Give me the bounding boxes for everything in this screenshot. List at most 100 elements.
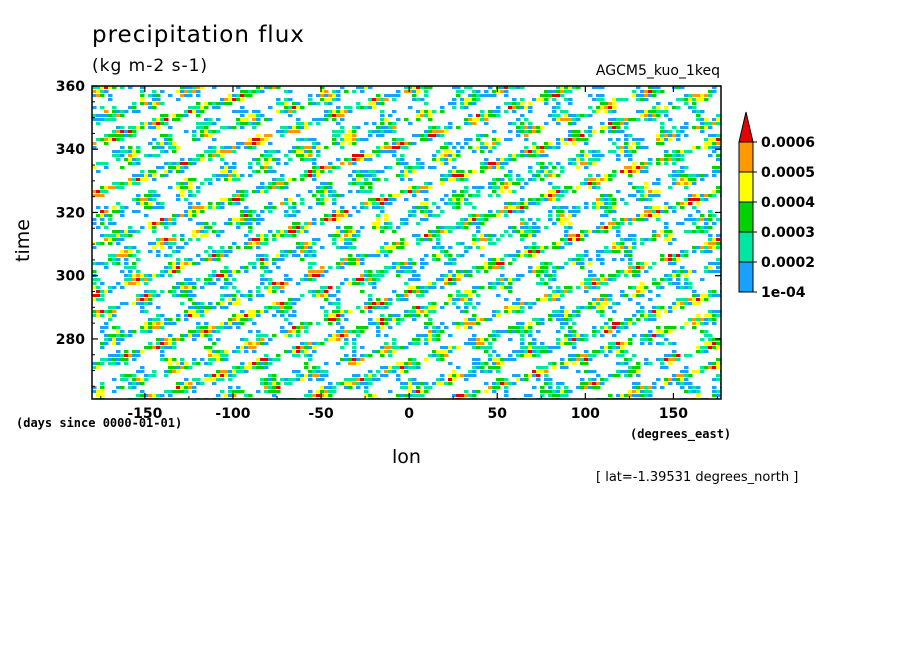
heat-cell [156,118,161,121]
heat-cell [544,370,549,373]
heat-cell [588,270,593,273]
heat-cell [560,246,565,249]
heat-cell [176,246,181,249]
heat-cell [568,258,573,261]
heat-cell [348,330,353,333]
heat-cell [356,234,361,237]
heat-cell [200,110,205,113]
heat-cell [468,146,473,149]
heat-cell [432,134,437,137]
heat-cell [624,146,629,149]
heat-cell [472,206,477,209]
heat-cell [104,114,109,117]
heat-cell [548,174,553,177]
heat-cell [496,310,501,313]
heat-cell [716,358,721,361]
heat-cell [700,110,705,113]
heat-cell [516,206,521,209]
heat-cell [168,246,173,249]
heat-cell [184,198,189,201]
heat-cell [636,286,641,289]
heat-cell [512,350,517,353]
heat-cell [392,266,397,269]
heat-cell [552,362,557,365]
heat-cell [600,378,605,381]
heat-cell [128,354,133,357]
heat-cell [624,246,629,249]
heat-cell [292,330,297,333]
heat-cell [204,278,209,281]
heat-cell [268,142,273,145]
heat-cell [628,154,633,157]
heat-cell [520,114,525,117]
heat-cell [172,266,177,269]
heat-cell [328,286,333,289]
heat-cell [188,366,193,369]
heat-cell [132,378,137,381]
heat-cell [656,330,661,333]
heat-cell [188,182,193,185]
heat-cell [336,142,341,145]
heat-cell [100,210,105,213]
heat-cell [544,282,549,285]
y-tick-label: 280 [56,332,85,348]
heat-cell [532,130,537,133]
colorbar-swatch [738,231,754,263]
heat-cell [376,214,381,217]
heat-cell [316,142,321,145]
heat-cell [384,166,389,169]
heat-cell [448,158,453,161]
heat-cell [388,94,393,97]
heat-cell [408,186,413,189]
heat-cell [656,142,661,145]
heat-cell [652,386,657,389]
heat-cell [180,166,185,169]
heat-cell [496,142,501,145]
heat-cell [184,334,189,337]
heat-cell [96,262,101,265]
heat-cell [596,350,601,353]
heat-cell [632,354,637,357]
heat-cell [264,342,269,345]
heat-cell [616,274,621,277]
heat-cell [476,222,481,225]
heat-cell [328,110,333,113]
heat-cell [116,254,121,257]
heat-cell [660,254,665,257]
heat-cell [216,154,221,157]
heat-cell [220,354,225,357]
heat-cell [508,174,513,177]
heat-cell [188,178,193,181]
heat-cell [300,242,305,245]
heat-cell [100,262,105,265]
heat-cell [388,302,393,305]
heat-cell [580,150,585,153]
heat-cell [540,150,545,153]
heat-cell [604,302,609,305]
heat-cell [684,278,689,281]
heat-cell [652,306,657,309]
heat-cell [208,362,213,365]
heat-cell [108,306,113,309]
heat-cell [236,194,241,197]
heat-cell [268,290,273,293]
heat-cell [276,358,281,361]
heat-cell [392,230,397,233]
heat-cell [672,210,677,213]
heat-cell [516,134,521,137]
heat-cell [688,98,693,101]
heat-cell [288,206,293,209]
heat-cell [300,154,305,157]
heat-cell [520,202,525,205]
heat-cell [604,126,609,129]
heat-cell [424,286,429,289]
heat-cell [468,98,473,101]
heat-cell [220,390,225,393]
heat-cell [432,310,437,313]
heat-cell [324,98,329,101]
heat-cell [428,318,433,321]
heat-cell [416,310,421,313]
heat-cell [324,294,329,297]
heat-cell [248,294,253,297]
heat-cell [336,230,341,233]
